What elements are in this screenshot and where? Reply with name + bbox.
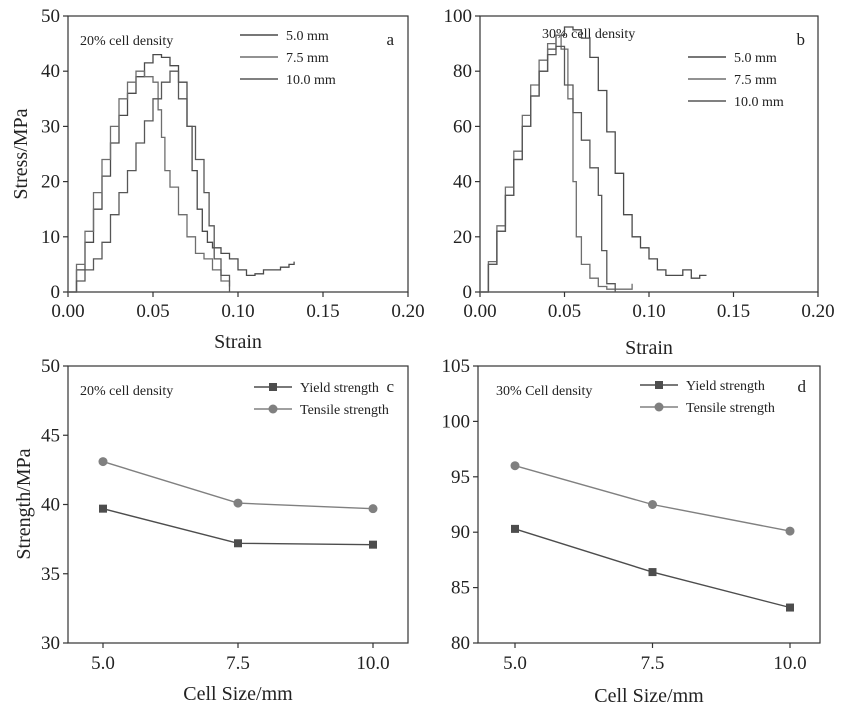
series-line-2 (480, 45, 616, 293)
tensile-point-marker (785, 526, 795, 536)
chart-panel-d: 80 85 90 95 100 105 5.0 7.5 10.0 Cell Size/mm 30% … (442, 356, 821, 707)
density-annotation: 30% Cell density (496, 384, 592, 399)
y-tick-label: 20 (41, 172, 60, 193)
tensile-point-marker (368, 504, 378, 514)
yield-point-marker (234, 539, 242, 548)
x-tick-label: 0.20 (391, 301, 424, 322)
y-tick-label: 100 (442, 411, 471, 432)
x-tick-label: 7.5 (641, 653, 665, 674)
panel-letter: a (386, 30, 394, 49)
tensile-point-marker (233, 498, 243, 508)
chart-panel-b: 0 20 40 60 80 100 0.00 0.05 0.10 0.15 0.20 Strain 30… (444, 6, 835, 359)
y-tick-label: 90 (451, 522, 470, 543)
tensile-point-marker (510, 461, 520, 471)
y-tick-label: 0 (463, 282, 473, 303)
series-line-1 (480, 34, 633, 293)
series-line-1 (514, 465, 791, 532)
legend-label: 7.5 mm (286, 51, 329, 66)
y-tick-label: 105 (442, 356, 471, 377)
x-tick-label: 0.05 (136, 301, 169, 322)
x-tick-label: 0.10 (632, 301, 665, 322)
x-tick-label: 0.00 (51, 301, 84, 322)
yield-point-marker (99, 504, 107, 513)
x-axis-label: Cell Size/mm (594, 685, 704, 707)
chart-panel-a: 0 10 20 30 40 50 0.00 0.05 0.10 0.15 0.20 Strain Str… (10, 6, 425, 353)
legend-marker (655, 381, 663, 389)
y-tick-label: 40 (453, 172, 472, 193)
legend-label: 5.0 mm (286, 29, 329, 44)
legend-label: Yield strength (300, 381, 379, 396)
y-tick-label: 50 (41, 356, 60, 377)
y-tick-label: 40 (41, 61, 60, 82)
legend-label: 7.5 mm (734, 73, 777, 88)
legend-label: 10.0 mm (286, 73, 336, 88)
legend-marker (268, 404, 278, 414)
yield-point-marker (369, 540, 377, 549)
y-tick-label: 85 (451, 578, 470, 599)
yield-point-marker (511, 524, 519, 533)
legend-label: 5.0 mm (734, 51, 777, 66)
series-line-1 (68, 70, 231, 293)
x-tick-label: 10.0 (773, 653, 806, 674)
x-tick-label: 0.10 (221, 301, 254, 322)
y-tick-label: 40 (41, 495, 60, 516)
y-axis-label: Stress/MPa (10, 108, 32, 199)
density-annotation: 20% cell density (80, 34, 173, 49)
legend-label: Tensile strength (300, 403, 389, 418)
tensile-point-marker (98, 457, 108, 467)
panel-letter: c (386, 377, 394, 396)
y-tick-label: 80 (451, 633, 470, 654)
yield-point-marker (786, 603, 794, 612)
x-axis-label: Cell Size/mm (183, 683, 293, 705)
x-tick-label: 0.20 (801, 301, 834, 322)
yield-point-marker (648, 568, 657, 577)
y-tick-label: 100 (444, 6, 473, 27)
y-tick-label: 60 (453, 116, 472, 137)
x-tick-label: 5.0 (91, 653, 115, 674)
x-tick-label: 0.15 (306, 301, 339, 322)
y-tick-label: 10 (41, 227, 60, 248)
y-axis-label: Strength/MPa (13, 448, 35, 559)
y-tick-label: 30 (41, 116, 60, 137)
x-tick-label: 5.0 (503, 653, 527, 674)
chart-panel-c: 30 35 40 45 50 5.0 7.5 10.0 Cell Size/mm Strength… (13, 356, 409, 705)
tensile-point-marker (648, 500, 657, 509)
y-tick-label: 50 (41, 6, 60, 27)
plot-frame (477, 365, 821, 644)
x-axis-label: Strain (625, 337, 673, 359)
legend-label: Yield strength (686, 379, 765, 394)
x-tick-label: 0.15 (717, 301, 750, 322)
x-tick-label: 7.5 (226, 653, 250, 674)
x-tick-label: 0.00 (463, 301, 496, 322)
y-tick-label: 45 (41, 425, 60, 446)
y-tick-label: 80 (453, 61, 472, 82)
density-annotation: 30% cell density (542, 27, 635, 42)
legend-marker (269, 383, 277, 391)
y-tick-label: 35 (41, 564, 60, 585)
legend-label: Tensile strength (686, 401, 775, 416)
y-tick-label: 20 (453, 227, 472, 248)
plot-frame (67, 15, 409, 293)
x-tick-label: 10.0 (356, 653, 389, 674)
legend-label: 10.0 mm (734, 95, 784, 110)
x-axis-label: Strain (214, 331, 262, 353)
density-annotation: 20% cell density (80, 384, 173, 399)
y-tick-label: 95 (451, 467, 470, 488)
panel-letter: b (797, 30, 806, 49)
legend-marker (654, 402, 664, 412)
panel-letter: d (798, 377, 807, 396)
y-tick-label: 30 (41, 633, 60, 654)
y-tick-label: 0 (51, 282, 61, 303)
series-line-2 (68, 70, 231, 293)
x-tick-label: 0.05 (548, 301, 581, 322)
